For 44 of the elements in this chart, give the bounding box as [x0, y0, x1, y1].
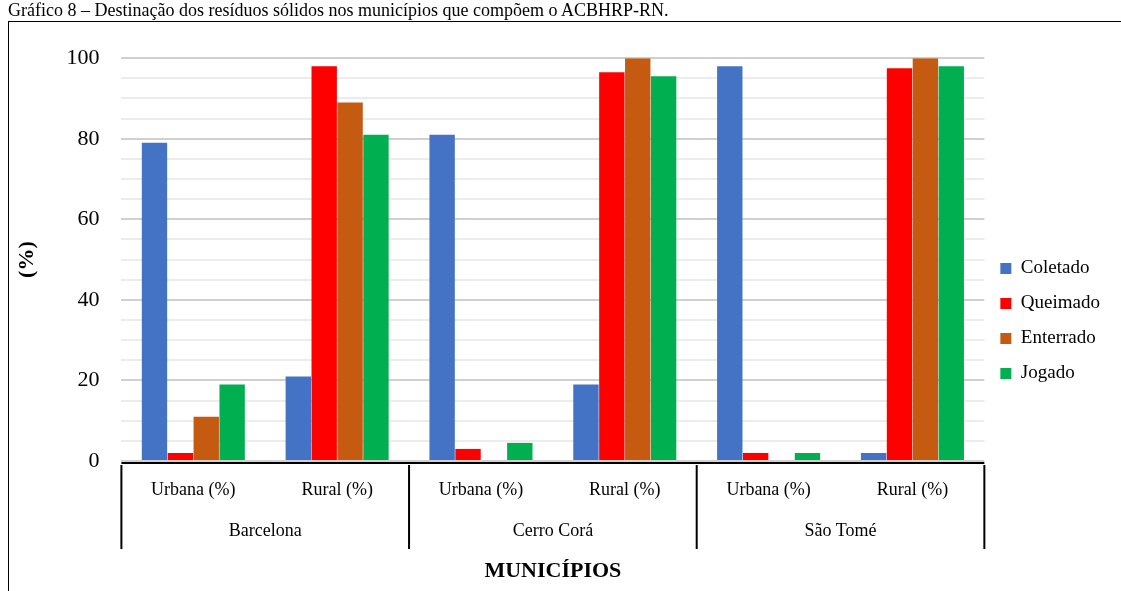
- x-tick-label: Urbana (%): [438, 478, 524, 500]
- bar: [742, 452, 769, 460]
- bar: [311, 66, 337, 460]
- bar: [363, 134, 389, 460]
- bar: [650, 76, 677, 460]
- y-tick-label: 0: [88, 446, 100, 472]
- bar: [794, 452, 821, 460]
- y-tick-label: 40: [77, 285, 100, 311]
- x-tick-label: Urbana (%): [151, 478, 236, 500]
- bar: [337, 102, 363, 460]
- text: Barcelona: [228, 519, 302, 540]
- legend-label: Enterrado: [1020, 326, 1096, 348]
- bar: [912, 58, 939, 460]
- x-tick-label: Rural (%): [301, 478, 373, 500]
- bar: [717, 66, 743, 460]
- legend-label: Queimado: [1020, 291, 1101, 313]
- bar: [625, 58, 651, 460]
- y-tick-label: 20: [77, 366, 100, 392]
- bar: [573, 384, 599, 460]
- x-tick-label: Urbana (%): [726, 478, 811, 500]
- y-tick-label: 80: [77, 124, 100, 150]
- bar: [193, 416, 219, 460]
- y-tick-label: 60: [77, 205, 100, 231]
- bar: [507, 442, 533, 460]
- bar: [141, 142, 168, 460]
- bar: [599, 72, 625, 460]
- bar: [429, 134, 455, 460]
- bar: [938, 66, 964, 460]
- text: São Tomé: [804, 519, 877, 540]
- x-axis-title: MUNICÍPIOS: [484, 557, 622, 583]
- bar: [886, 68, 913, 460]
- bar: [219, 384, 245, 460]
- text: Cerro Corá: [512, 519, 594, 540]
- bar: [167, 452, 194, 460]
- bar: [285, 376, 311, 460]
- bar: [455, 448, 481, 460]
- y-tick-label: 100: [66, 43, 100, 69]
- x-tick-label: Rural (%): [876, 478, 949, 500]
- legend-label: Jogado: [1020, 361, 1075, 383]
- y-axis-title: (%): [12, 241, 38, 278]
- chart-title: Gráfico 8 – Destinação dos resíduos sólidos nos municípios que compõem o ACBHRP-RN.: [8, 0, 669, 20]
- x-tick-label: Rural (%): [589, 478, 661, 500]
- legend-label: Coletado: [1020, 256, 1090, 278]
- bar: [860, 452, 887, 460]
